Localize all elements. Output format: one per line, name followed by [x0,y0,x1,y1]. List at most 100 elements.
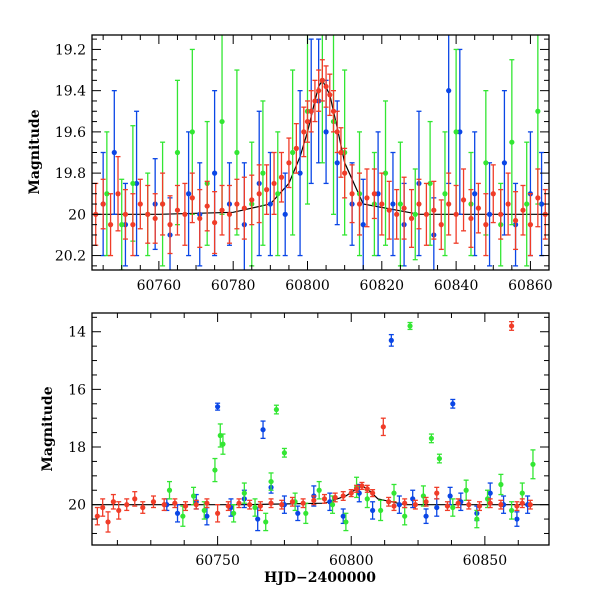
bottom-data-point [166,480,173,500]
bottom-data-point [316,480,322,500]
data-marker [190,493,197,499]
data-marker [105,519,111,525]
top-data-point [234,178,240,230]
top-data-point [364,168,370,228]
bottom-data-point [463,479,469,501]
bottom-data-point [225,501,231,512]
top-data-point [304,100,311,143]
data-marker [311,497,317,503]
data-marker [453,129,459,135]
data-marker [408,215,415,222]
top-data-point [145,184,151,244]
bottom-data-point [124,498,130,512]
top-data-point [130,193,136,257]
data-marker [189,129,195,135]
bottom-data-point [343,512,349,532]
data-marker [234,201,240,207]
top-data-point [431,180,437,240]
data-marker [116,507,122,514]
top-data-point [505,172,511,236]
top-data-point [290,69,296,236]
bottom-data-point [132,491,138,507]
data-marker [330,108,337,114]
data-marker [446,201,452,207]
top-data-point [197,188,203,248]
top-data-point [498,188,504,240]
bottom-data-point [340,491,346,501]
data-marker [204,203,210,209]
data-marker [412,211,418,217]
bottom-data-point [378,499,384,522]
data-marker [197,215,203,222]
data-marker [434,504,440,511]
top-data-point [264,164,270,215]
bottom-plot-area [92,320,549,533]
data-marker [152,215,158,222]
top-data-point [182,182,188,246]
data-marker [115,191,121,197]
data-marker [130,180,136,187]
bottom-data-point [428,433,435,444]
bottom-data-point [391,483,397,503]
bottom-data-point [321,493,328,504]
data-marker [189,195,195,201]
data-marker [257,503,263,509]
bottom-data-point [370,489,376,498]
data-marker [512,217,519,224]
top-data-point [438,199,444,251]
bottom-data-point [257,501,263,512]
data-marker [390,201,396,207]
bottom-series-1 [166,321,536,532]
data-marker [260,170,266,176]
data-marker [397,201,403,207]
bottom-x-axis-label: HJD−2400000 [264,570,376,586]
data-marker [407,323,413,329]
data-marker [402,500,408,506]
top-data-point [256,164,262,224]
top-data-point [133,110,140,257]
data-marker [130,222,136,228]
data-marker [472,191,478,197]
data-marker [323,129,329,135]
data-marker [329,502,336,508]
top-data-point [468,188,474,248]
data-marker [166,487,173,493]
bottom-data-point [353,484,360,493]
data-marker [167,222,173,228]
data-marker [428,435,435,441]
data-marker [297,170,303,176]
bottom-data-point [289,496,296,507]
bottom-data-point [402,506,408,526]
data-marker [401,205,407,211]
data-marker [304,118,311,125]
data-marker [132,496,138,502]
bottom-data-point [436,453,443,464]
top-data-point [486,162,493,267]
bottom-data-point [263,512,269,532]
bottom-data-point [514,501,520,512]
data-marker [340,493,346,499]
data-marker [342,170,348,176]
data-marker [460,197,467,203]
data-marker [327,92,333,98]
top-data-point [453,184,459,244]
bottom-data-point [329,495,336,514]
data-marker [293,145,299,151]
data-marker [538,201,545,207]
data-marker [334,160,340,166]
data-marker [100,504,106,511]
data-marker [463,487,469,493]
bottom-data-point [450,398,456,409]
data-marker [370,490,376,496]
data-marker [267,201,273,207]
bottom-data-point [220,433,226,455]
bottom-data-point [161,498,167,512]
data-marker [180,513,186,519]
data-marker [145,211,151,217]
top-data-point [122,188,129,240]
top-data-point [379,172,385,236]
data-marker [100,201,106,207]
bottom-data-point [530,449,536,480]
data-marker [360,222,366,228]
top-data-point [174,184,181,236]
